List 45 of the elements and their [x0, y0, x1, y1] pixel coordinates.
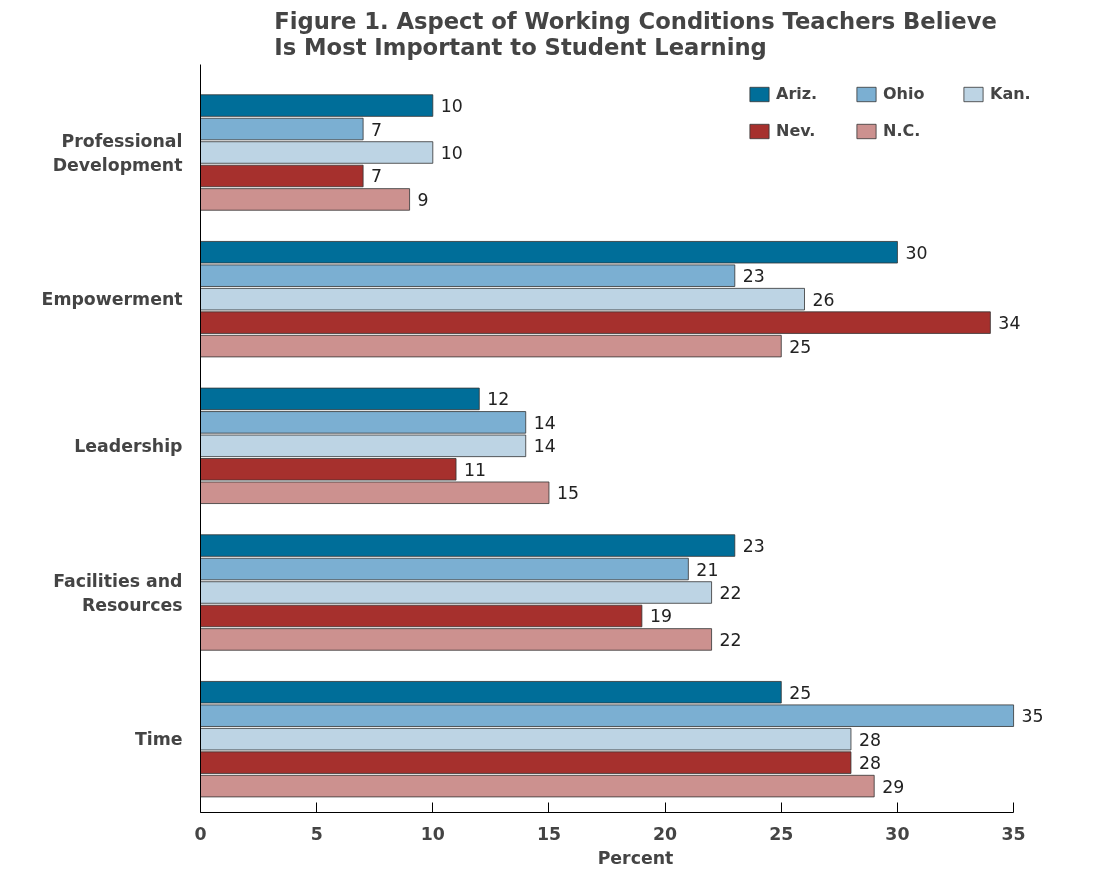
- x-tick-label: 0: [194, 823, 207, 844]
- y-tick-label: Time: [134, 729, 183, 750]
- y-tick-label: Empowerment: [41, 289, 183, 310]
- y-tick-label: Professional Development: [52, 130, 183, 175]
- data-label: 10: [440, 96, 463, 117]
- legend-label: N.C.: [883, 121, 922, 140]
- legend-label: Kan.: [990, 84, 1032, 103]
- x-tick-label: 25: [769, 823, 794, 844]
- x-tick-label: 15: [536, 823, 562, 844]
- data-label: 26: [812, 289, 835, 310]
- x-tick-label: 35: [1001, 823, 1026, 844]
- data-label: 10: [440, 143, 463, 163]
- data-label: 25: [789, 682, 812, 703]
- x-tick-label: 30: [885, 823, 910, 844]
- data-label: 29: [882, 776, 905, 797]
- data-label: 34: [998, 313, 1021, 334]
- y-tick-label: Leadership: [74, 435, 183, 456]
- data-label: 14: [533, 412, 556, 433]
- x-tick-label: 20: [653, 823, 678, 844]
- legend-label: Nev.: [776, 121, 817, 140]
- data-label: 28: [858, 753, 882, 774]
- data-label: 22: [719, 583, 742, 603]
- legend-label: Ariz.: [776, 84, 819, 103]
- legend-label: Ohio: [883, 84, 926, 103]
- data-label: 30: [905, 242, 928, 263]
- data-label: 35: [1021, 706, 1044, 727]
- data-label: 25: [789, 336, 812, 357]
- data-label: 28: [858, 729, 882, 750]
- data-label: 23: [742, 536, 765, 557]
- data-label: 21: [696, 559, 719, 580]
- y-tick-label: Facilities and Resources: [53, 570, 183, 615]
- data-label: 11: [464, 459, 487, 480]
- data-label: 7: [371, 119, 383, 140]
- data-label: 9: [417, 189, 429, 210]
- x-tick-label: 10: [420, 823, 445, 844]
- data-label: 19: [649, 606, 672, 627]
- data-label: 23: [742, 266, 765, 287]
- x-tick-label: 5: [310, 823, 323, 844]
- data-label: 7: [371, 166, 383, 187]
- chart-title: Figure 1. Aspect of Working Conditions Teachers Believe Is Most Important to Student Learning: [274, 7, 997, 60]
- data-label: 22: [719, 629, 742, 650]
- data-label: 12: [487, 389, 510, 410]
- data-label: 14: [533, 436, 556, 457]
- x-axis-title: Percent: [597, 847, 674, 868]
- data-label: 15: [556, 483, 580, 504]
